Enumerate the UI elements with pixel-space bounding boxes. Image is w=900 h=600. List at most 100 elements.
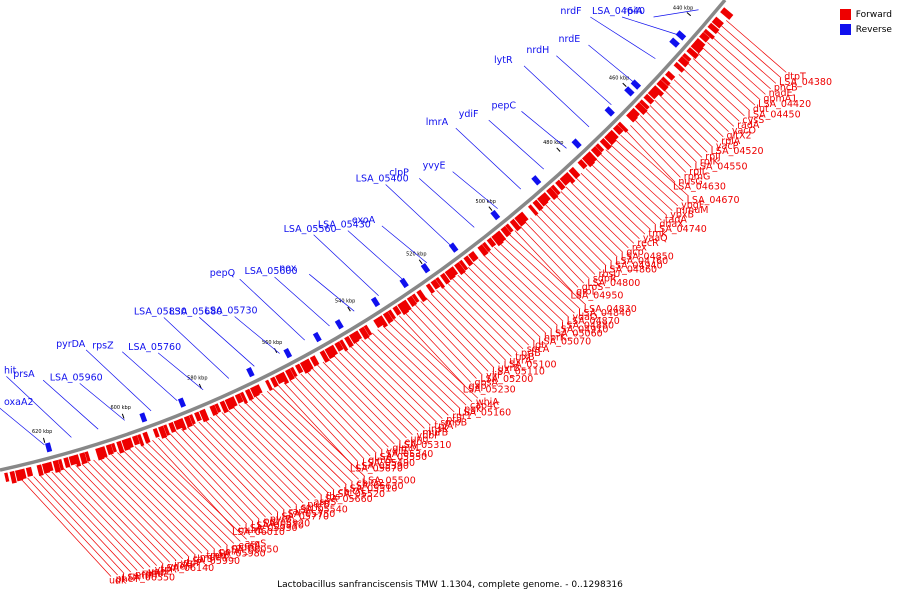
- leader-ybxb: [605, 149, 673, 211]
- gene-label-lsa-06140: LSA_06140: [161, 563, 214, 574]
- leader-lsa-04830: [509, 234, 587, 306]
- gene-label-pepc: pepC: [491, 100, 516, 111]
- gene-label-oxaa2: oxaA2: [4, 397, 34, 408]
- gene-label-lsa-05770: LSA_05770: [276, 512, 329, 523]
- forward-feature: [294, 363, 304, 374]
- leader-rara: [204, 419, 291, 508]
- gene-label-dnax: dnaX: [659, 219, 684, 230]
- gene-label-dtpt: dtpT: [784, 71, 806, 82]
- leader-lsa-05660: [232, 406, 322, 496]
- gene-label-gap: gap: [469, 381, 487, 392]
- leader-nrdr: [45, 473, 138, 571]
- gene-label-lsa-04670: LSA_04670: [687, 195, 740, 206]
- forward-feature: [486, 237, 497, 248]
- kbp-tick: [622, 82, 627, 87]
- leader-gpma1: [707, 42, 766, 95]
- forward-feature: [224, 397, 235, 411]
- leader-dtpt: [726, 20, 787, 73]
- leader-lsa-04910: [483, 255, 558, 326]
- gene-label-lsa-05680: LSA_05680: [169, 306, 222, 317]
- kbp-tick-label: 480 kbp: [543, 140, 563, 146]
- leader-lsa-05390: [283, 382, 359, 463]
- gene-label-asns: asnS: [314, 497, 337, 508]
- leader-lsa-05160: [377, 329, 461, 409]
- forward-feature: [387, 309, 397, 320]
- leader-lsa-05560: [313, 234, 379, 297]
- forward-feature: [509, 218, 522, 232]
- gene-labels: dtpTLSA_04380pncBnadEgpmA1LSA_04420dutLS…: [4, 6, 832, 586]
- leader-ydif: [488, 119, 544, 170]
- gene-label-glms: glmS: [368, 455, 392, 466]
- gene-label-pncb: pncB: [774, 82, 798, 93]
- forward-feature: [126, 437, 134, 449]
- gene-label-clpp: clpP: [389, 167, 409, 178]
- gene-label-ybbp: ybbP: [416, 431, 440, 442]
- gene-label-nade: nadE: [769, 88, 793, 99]
- leader-lsa-04670: [620, 134, 689, 197]
- leader-cyss: [688, 63, 745, 117]
- gene-label-lsa-05310: LSA_05310: [398, 440, 451, 451]
- forward-feature: [255, 384, 263, 395]
- forward-feature: [4, 472, 10, 482]
- leader-scrk: [215, 414, 304, 504]
- forward-feature: [703, 28, 715, 40]
- gene-label-lsa-05390: LSA_05390: [356, 461, 409, 472]
- leader-lsa-05230: [398, 315, 466, 386]
- gene-label-udk: udk: [109, 575, 127, 586]
- leader-ybbp: [339, 352, 419, 432]
- reverse-feature: [246, 366, 255, 378]
- forward-feature: [20, 468, 27, 480]
- forward-feature: [270, 376, 279, 388]
- gene-label-rpmi: rpmI: [142, 568, 164, 579]
- gene-label-lsa-05510: LSA_05510: [344, 484, 397, 495]
- forward-feature: [495, 230, 507, 242]
- gene-label-lsa-04420: LSA_04420: [758, 99, 811, 110]
- forward-feature: [239, 391, 249, 405]
- forward-feature: [550, 184, 561, 196]
- forward-feature: [285, 368, 295, 381]
- leader-lsa-04800: [530, 217, 590, 280]
- forward-feature: [694, 38, 706, 49]
- leader-lmra: [455, 127, 522, 190]
- leader-ydao: [499, 242, 575, 314]
- leader-udk: [21, 479, 112, 577]
- gene-label-cbio2: cbiO2: [357, 478, 384, 489]
- kbp-tick-label: 600 kbp: [111, 405, 131, 411]
- gene-label-tpia: tpiA: [434, 421, 453, 432]
- kbp-tick-label: 440 kbp: [673, 5, 693, 11]
- leader-lsa-04550: [644, 110, 697, 163]
- leader-lsa-05920: [175, 431, 260, 520]
- strand-legend: Forward Reverse: [839, 8, 892, 38]
- gene-label-rada: radA: [737, 120, 760, 131]
- reverse-feature: [312, 331, 322, 343]
- forward-feature: [482, 241, 492, 252]
- leader-gcp: [565, 186, 629, 249]
- gene-label-grol: groL: [576, 286, 598, 297]
- leader-exoa: [381, 225, 428, 264]
- gene-label-rplk: rplK: [700, 156, 720, 167]
- forward-feature: [163, 424, 171, 436]
- forward-feature: [500, 225, 512, 238]
- forward-feature: [95, 447, 105, 461]
- gene-label-ung: ung: [410, 434, 428, 445]
- leader-lsa-05830: [163, 317, 230, 379]
- gene-label-lsa-04630: LSA_04630: [673, 181, 726, 192]
- leader-rpla: [669, 84, 724, 138]
- leader-lsa-05680: [199, 317, 255, 367]
- forward-feature: [363, 324, 373, 336]
- forward-feature: [199, 408, 210, 423]
- reverse-swatch: [839, 24, 851, 35]
- forward-feature: [608, 129, 619, 141]
- leader-trxb: [446, 282, 518, 353]
- leader-lsa-04950: [514, 230, 573, 292]
- forward-feature: [290, 366, 298, 378]
- forward-feature: [392, 305, 402, 316]
- reverse-feature: [420, 262, 431, 274]
- leader-lsa-05960: [79, 383, 125, 421]
- gene-label-pola: polA: [219, 546, 240, 557]
- gene-label-lytr: lytR: [494, 55, 513, 66]
- leader-nox: [308, 273, 355, 312]
- leader-uvrb: [431, 293, 501, 365]
- leader-infc: [81, 463, 177, 561]
- leader-lsa-05550: [300, 373, 377, 454]
